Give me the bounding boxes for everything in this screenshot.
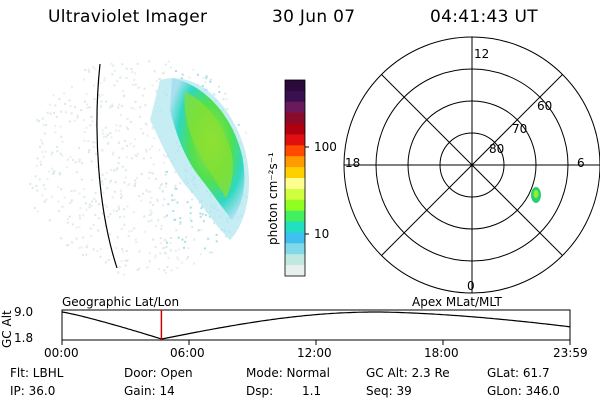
colorbar-segment: [285, 123, 305, 135]
polar-plot: [343, 36, 600, 294]
polar-label-mlt-6: 6: [577, 156, 585, 170]
info-gain: Gain: 14: [124, 384, 175, 398]
info-mode: Mode: Normal: [246, 366, 330, 380]
date-label: 30 Jun 07: [272, 7, 356, 27]
colorbar-segment: [285, 265, 305, 277]
colorbar-segment: [285, 188, 305, 201]
colorbar-unit-label: photon cm⁻²s⁻¹: [266, 152, 280, 245]
timeline-tick-1200: 12:00: [297, 346, 332, 360]
info-ip: IP: 36.0: [10, 384, 56, 398]
colorbar-segment: [285, 80, 305, 92]
colorbar-segment: [285, 167, 305, 179]
info-filter: Flt: LBHL: [10, 366, 64, 380]
colorbar-segment: [285, 210, 305, 223]
instrument-title: Ultraviolet Imager: [48, 7, 208, 27]
time-label: 04:41:43 UT: [430, 7, 538, 27]
info-glat: GLat: 61.7: [487, 366, 550, 380]
altitude-timeline: [61, 309, 571, 345]
colorbar-segment: [285, 134, 305, 146]
colorbar-segment: [285, 101, 305, 114]
colorbar-segment: [285, 156, 305, 168]
colorbar-segment: [285, 199, 305, 212]
altitude-curve: [61, 311, 571, 340]
aurora-bright-core: [184, 92, 233, 198]
colorbar-segment: [285, 221, 305, 233]
colorbar-tick-100: 100: [314, 140, 337, 154]
timeline-tick-0000: 00:00: [44, 346, 79, 360]
info-dsp-value: 1.1: [302, 384, 322, 398]
color-bar: [284, 79, 309, 277]
colorbar-segment: [285, 254, 305, 266]
colorbar-segment: [285, 178, 305, 190]
uv-image: [29, 60, 250, 276]
polar-label-mlt-12: 12: [474, 47, 490, 61]
timeline-ymax: 9.0: [14, 305, 34, 319]
timeline-tick-0600: 06:00: [170, 346, 205, 360]
polar-label-mlt-18: 18: [345, 156, 361, 170]
info-dsp-label: Dsp:: [246, 384, 274, 398]
colorbar-segment: [285, 112, 305, 125]
colorbar-segment: [285, 243, 305, 255]
info-gc-alt: GC Alt: 2.3 Re: [366, 366, 450, 380]
polar-label-lat-70: 70: [512, 122, 528, 136]
colorbar-segment: [285, 232, 305, 244]
polar-label-lat-60: 60: [537, 99, 553, 113]
timeline-tick-1800: 18:00: [424, 346, 459, 360]
timeline-right-title: Apex MLat/MLT: [412, 295, 502, 309]
colorbar-tick-10: 10: [314, 227, 330, 241]
info-glon: GLon: 346.0: [487, 384, 560, 398]
colorbar-segment: [285, 90, 305, 103]
info-seq: Seq: 39: [366, 384, 412, 398]
timeline-left-title: Geographic Lat/Lon: [62, 295, 180, 309]
info-door: Door: Open: [124, 366, 193, 380]
timeline-tick-2359: 23:59: [553, 346, 588, 360]
polar-label-lat-80: 80: [489, 142, 505, 156]
colorbar-segment: [285, 145, 305, 157]
limb-arc: [96, 63, 118, 269]
timeline-ymin: 1.8: [14, 331, 34, 345]
timeline-ylabel: GC Alt: [0, 310, 14, 348]
polar-label-mlt-0: 0: [467, 279, 475, 293]
